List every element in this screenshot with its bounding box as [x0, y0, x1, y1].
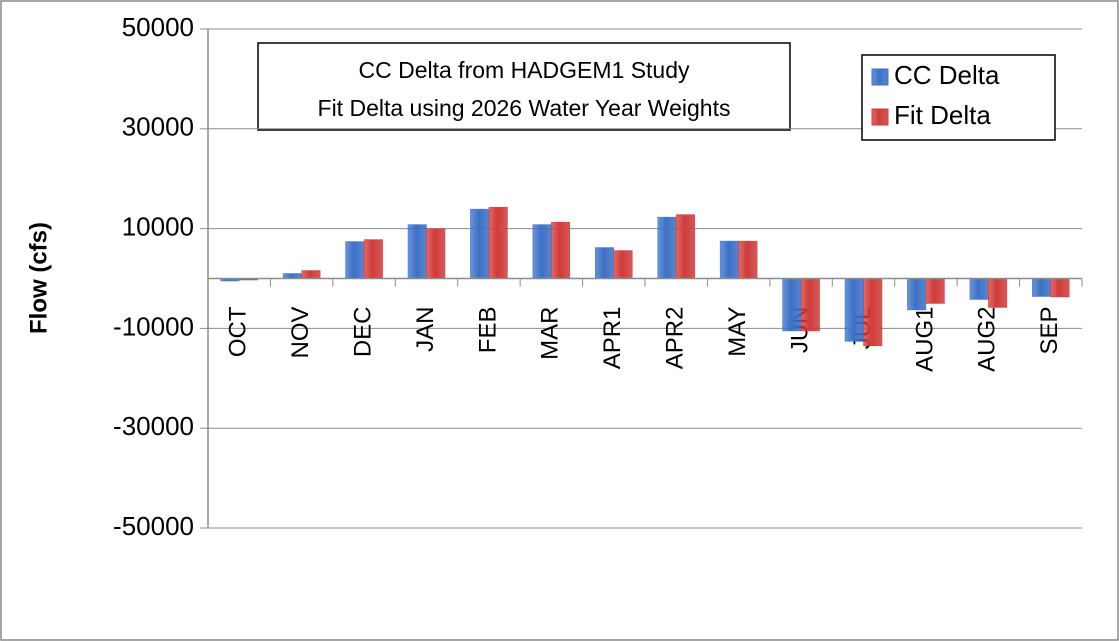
y-axis-label: Flow (cfs) [25, 222, 52, 334]
bar [613, 250, 633, 279]
x-tick-label: JAN [412, 307, 439, 352]
x-tick-label: APR2 [662, 307, 689, 370]
legend-label: CC Delta [894, 60, 1000, 90]
bar [532, 224, 552, 279]
bar [301, 270, 321, 279]
bar [488, 206, 508, 279]
x-tick-label: FEB [474, 307, 501, 354]
y-tick-label: 10000 [122, 211, 194, 241]
bar [551, 221, 571, 279]
y-tick-label: -50000 [113, 511, 194, 541]
x-tick-label: MAR [537, 307, 564, 360]
bar [782, 278, 802, 332]
legend-box [861, 54, 1056, 141]
bar [1032, 278, 1052, 297]
bar [844, 278, 864, 342]
legend-swatch [871, 108, 889, 126]
title-box [257, 42, 791, 131]
bar [969, 278, 989, 300]
bar [363, 239, 383, 279]
x-tick-label: AUG2 [974, 307, 1001, 372]
y-tick-label: -30000 [113, 411, 194, 441]
bar [863, 278, 883, 347]
x-tick-label: NOV [287, 307, 314, 359]
chart-title: CC Delta from HADGEM1 Study [358, 57, 690, 83]
bar [426, 228, 446, 279]
bar [407, 224, 427, 279]
y-tick-label: 50000 [122, 12, 194, 42]
bar [675, 214, 695, 279]
legend-label: Fit Delta [894, 100, 991, 130]
bar [1050, 278, 1070, 298]
x-tick-label: DEC [349, 307, 376, 358]
bar [345, 241, 365, 279]
bar [907, 278, 927, 311]
x-tick-label: SEP [1036, 307, 1063, 355]
bar [925, 278, 945, 304]
legend-swatch [871, 68, 889, 86]
bar [470, 208, 490, 279]
x-tick-label: MAY [724, 307, 751, 357]
x-tick-label: AUG1 [911, 307, 938, 372]
y-tick-label: 30000 [122, 112, 194, 142]
chart-subtitle: Fit Delta using 2026 Water Year Weights [318, 95, 731, 121]
bar [719, 240, 739, 279]
x-tick-label: APR1 [599, 307, 626, 370]
bar [800, 278, 820, 332]
y-tick-label: -10000 [113, 311, 194, 341]
bar [738, 240, 758, 279]
bar [595, 247, 615, 279]
bar [988, 278, 1008, 308]
bar [657, 216, 677, 279]
x-tick-label: OCT [225, 306, 252, 357]
